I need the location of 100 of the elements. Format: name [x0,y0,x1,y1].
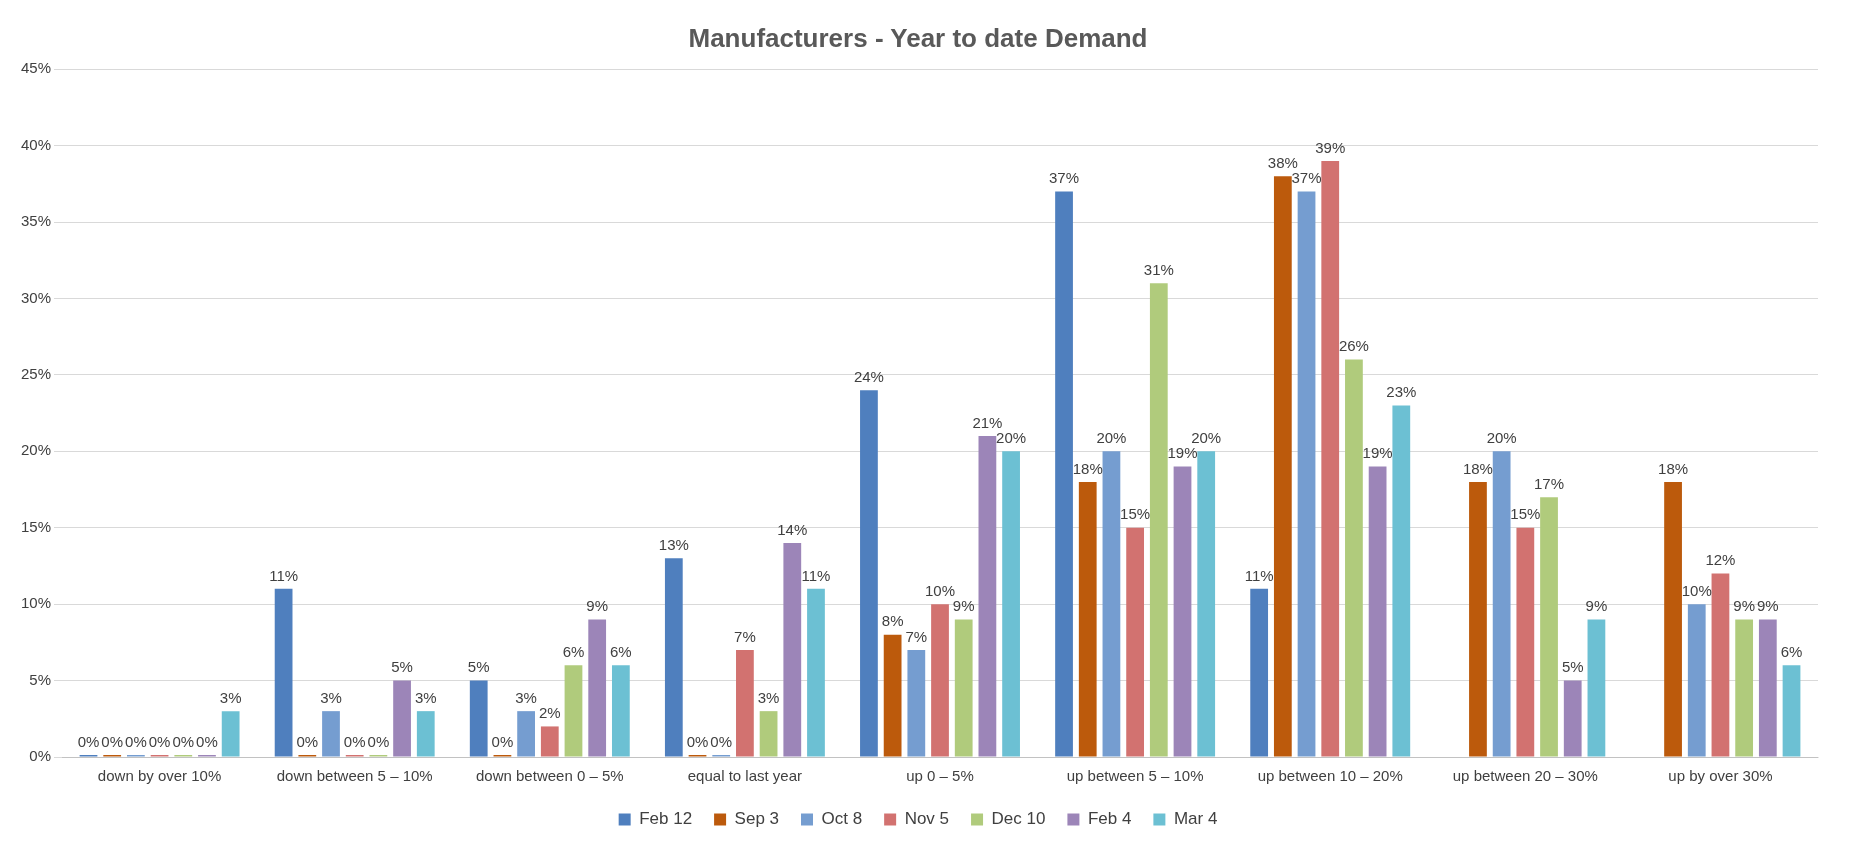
legend-label: Dec 10 [991,809,1046,829]
bar [517,711,535,757]
data-label: 38% [1267,153,1298,171]
bar [1687,604,1706,757]
x-tick-label: down between 5 – 10% [276,767,433,785]
bar [1735,619,1754,757]
data-label: 0% [101,732,124,750]
x-tick-label: up 0 – 5% [906,767,974,785]
data-label: 0% [710,732,733,750]
y-tick-label: 5% [29,670,52,688]
data-label: 6% [1780,642,1803,660]
x-tick-label: down by over 10% [97,767,222,785]
data-label: 0% [367,732,390,750]
bar [611,665,630,757]
bar [1368,466,1387,757]
bar [1126,527,1144,757]
bar [322,711,340,757]
data-label: 3% [414,688,437,706]
bar [540,726,559,757]
data-label: 0% [296,732,319,750]
bar [469,680,488,757]
bar [1102,451,1121,757]
data-label: 0% [172,732,195,750]
data-label: 3% [320,688,342,706]
data-label: 10% [925,581,956,599]
data-label: 3% [757,688,780,706]
bar [1345,359,1363,757]
data-label: 17% [1534,474,1565,492]
data-label: 37% [1291,169,1322,187]
bar [274,588,293,757]
bar [588,619,607,757]
bar [978,436,997,757]
bar [954,619,973,757]
data-label: 20% [996,428,1027,446]
bar [1758,619,1777,757]
y-tick-label: 10% [20,594,52,612]
bar [1392,405,1411,757]
bar [907,650,926,757]
data-label: 18% [1462,459,1493,477]
data-label: 20% [1191,428,1222,446]
bar [1297,191,1316,757]
data-label: 3% [219,688,242,706]
legend-label: Feb 4 [1087,809,1132,829]
y-tick-label: 45% [20,59,52,77]
legend-label: Oct 8 [821,809,863,829]
data-label: 11% [269,566,299,584]
bar [1173,466,1192,757]
bar [1563,680,1582,757]
bar [759,711,778,757]
x-tick-label: equal to last year [687,767,803,785]
data-label: 6% [610,642,632,660]
bar [664,558,683,757]
legend-label: Sep 3 [734,809,780,829]
data-label: 37% [1049,169,1080,187]
data-label: 0% [125,732,147,750]
data-label: 0% [343,732,366,750]
y-tick-label: 25% [20,365,52,383]
bar [807,588,825,757]
data-label: 7% [905,627,928,645]
data-label: 26% [1338,337,1369,355]
data-label: 3% [515,688,537,706]
chart-title: Manufacturers - Year to date Demand [688,22,1148,53]
x-tick-label: up between 20 – 30% [1452,767,1598,785]
legend-label: Feb 12 [639,809,693,829]
data-label: 0% [77,732,100,750]
y-tick-label: 20% [20,441,52,459]
data-label: 14% [777,520,808,538]
bar [1002,451,1020,757]
data-label: 10% [1681,581,1712,599]
data-label: 9% [1733,597,1755,615]
data-label: 20% [1096,428,1127,446]
bar [883,634,902,757]
y-tick-label: 40% [20,135,52,153]
data-label: 11% [801,566,831,584]
data-label: 12% [1705,551,1736,569]
y-tick-label: 15% [20,517,52,535]
data-label: 23% [1386,383,1417,401]
x-tick-label: up by over 30% [1668,767,1773,785]
bar [1055,191,1073,757]
bar [1321,160,1340,757]
bar [1587,619,1606,757]
y-tick-label: 35% [20,212,52,230]
bar [1711,573,1730,757]
data-label: 15% [1510,505,1541,523]
bar [1782,665,1801,757]
data-label: 31% [1143,260,1174,278]
data-label: 9% [1585,597,1608,615]
y-tick-label: 0% [29,747,52,765]
data-label: 19% [1167,444,1198,462]
y-tick-label: 30% [20,288,52,306]
bar [1250,588,1269,757]
bar [1197,451,1216,757]
bar [1492,451,1511,757]
data-label: 9% [586,597,609,615]
data-label: 18% [1072,459,1103,477]
bar [1540,497,1558,757]
data-label: 0% [686,732,709,750]
legend-label: Mar 4 [1173,809,1218,829]
data-label: 19% [1362,444,1393,462]
data-label: 13% [658,535,689,553]
